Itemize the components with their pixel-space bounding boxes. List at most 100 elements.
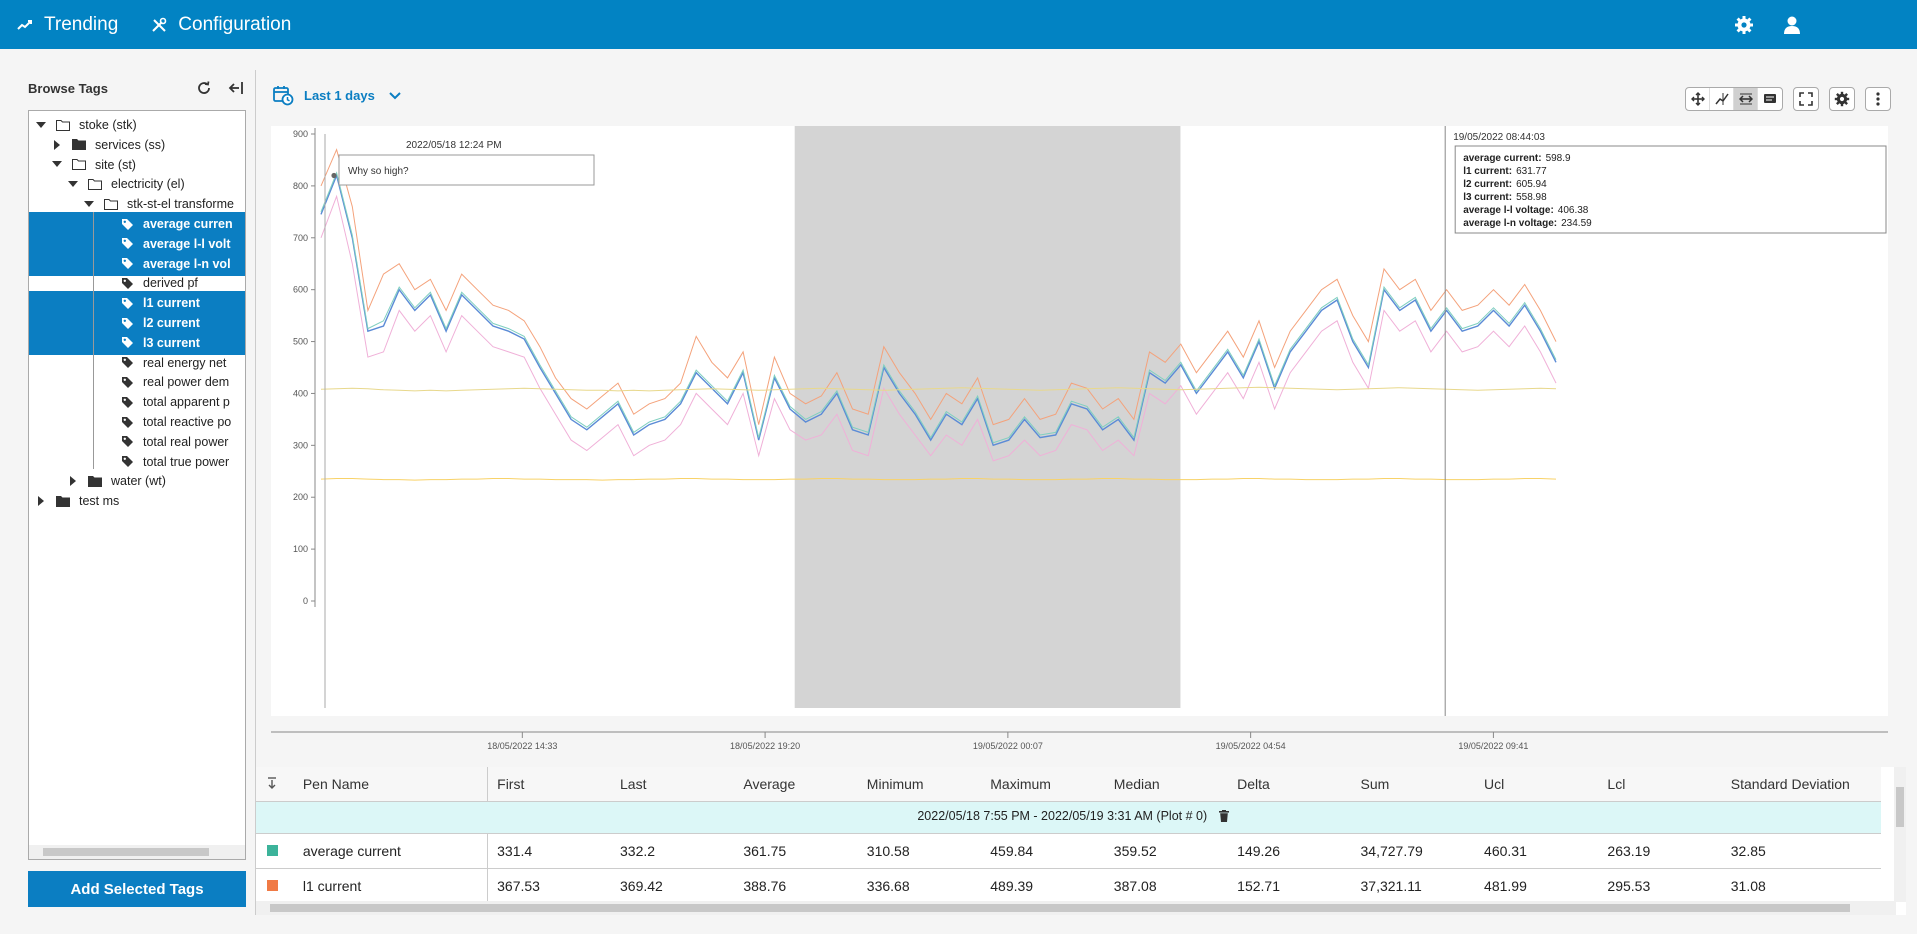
tooltip-value: 406.38 <box>1558 205 1589 216</box>
caret-right-icon[interactable] <box>51 139 63 151</box>
column-header[interactable]: Sum <box>1351 767 1476 802</box>
caret-down-icon[interactable] <box>67 178 79 190</box>
tag-icon <box>119 276 135 290</box>
tooltip-key: average current: <box>1463 153 1541 164</box>
spacer <box>99 357 111 369</box>
fullscreen-icon[interactable] <box>1793 87 1819 111</box>
tree-item[interactable]: total real power <box>29 430 245 454</box>
tag-icon <box>119 336 135 350</box>
comment-icon[interactable] <box>1758 88 1782 110</box>
tooltip-row: l1 current: 631.77 <box>1463 166 1547 177</box>
pen-color-swatch[interactable] <box>267 844 278 856</box>
user-name-placeholder[interactable] <box>1827 20 1887 30</box>
tree-item[interactable]: test ms <box>29 489 245 513</box>
more-options-icon[interactable] <box>1865 87 1891 111</box>
annotation-timestamp: 2022/05/18 12:24 PM <box>406 140 502 151</box>
tooltip-key: average l-l voltage: <box>1463 205 1554 216</box>
tree-item[interactable]: real energy net <box>29 351 245 375</box>
user-icon[interactable] <box>1779 12 1805 38</box>
stat-cell: 459.84 <box>981 833 1105 869</box>
tree-item-label: services (ss) <box>95 137 166 152</box>
y-tick-label: 300 <box>293 440 308 450</box>
table-row[interactable]: average current 331.4 332.2 361.75 310.58 459… <box>256 833 1881 869</box>
caret-down-icon[interactable] <box>35 119 47 131</box>
y-tick-label: 400 <box>293 388 308 398</box>
stat-cell: 388.76 <box>734 868 858 904</box>
table-row[interactable]: l1 current 367.53 369.42 388.76 336.68 489.39… <box>256 868 1881 904</box>
tree-item[interactable]: water (wt) <box>29 469 245 493</box>
tooltip-value: 631.77 <box>1516 166 1547 177</box>
tag-icon <box>119 356 135 370</box>
trash-icon[interactable] <box>1218 810 1229 825</box>
folder-icon <box>55 494 71 508</box>
nav-trending[interactable]: Trending <box>0 0 134 49</box>
tree-item[interactable]: stoke (stk) <box>29 113 245 137</box>
trend-chart[interactable]: 0 100 200 300 400 500 600 700 800 900 2022/05/18 1… <box>271 126 1888 716</box>
collapse-panel-icon[interactable] <box>226 78 246 98</box>
annotation-marker[interactable] <box>331 172 337 179</box>
tag-icon <box>119 257 135 271</box>
cursor-trend-icon[interactable] <box>1710 88 1734 110</box>
tree-item[interactable]: site (st) <box>29 153 245 177</box>
caret-down-icon[interactable] <box>51 159 63 171</box>
annotation-box[interactable] <box>338 154 595 186</box>
column-header[interactable]: Pen Name <box>293 767 489 802</box>
tree-item[interactable]: electricity (el) <box>29 172 245 196</box>
column-header[interactable]: Last <box>611 767 735 802</box>
column-header[interactable]: Ucl <box>1475 767 1599 802</box>
tree-item[interactable]: average l-n vol <box>29 251 245 276</box>
statistics-table-panel: Pen Name First Last Average Minimum Maximum Me… <box>256 767 1906 915</box>
tree-item[interactable]: real power dem <box>29 370 245 394</box>
tree-horizontal-scrollbar[interactable] <box>29 845 245 859</box>
y-tick-label: 0 <box>303 596 308 606</box>
folder-open-icon <box>103 197 119 211</box>
selected-range-shade[interactable] <box>794 126 1181 708</box>
settings-gear-icon[interactable] <box>1731 12 1757 38</box>
panel-divider[interactable] <box>255 70 256 915</box>
pan-icon[interactable] <box>1686 88 1710 110</box>
nav-configuration-label: Configuration <box>178 13 292 35</box>
tree-item-label: l1 current <box>143 296 200 311</box>
x-tick-label: 18/05/2022 14:33 <box>487 741 557 751</box>
table-horizontal-scrollbar[interactable] <box>256 901 1896 915</box>
series-line-3 <box>320 194 1557 462</box>
tree-item[interactable]: total true power <box>29 450 245 474</box>
caret-right-icon[interactable] <box>67 475 79 487</box>
sort-toggle[interactable] <box>256 767 294 802</box>
caret-right-icon[interactable] <box>35 495 47 507</box>
caret-down-icon[interactable] <box>83 198 95 210</box>
tree-item-label: average l-n vol <box>143 256 231 271</box>
nav-configuration[interactable]: Configuration <box>134 0 307 49</box>
tree-item-label: total real power <box>143 434 229 449</box>
tree-item[interactable]: total apparent p <box>29 390 245 414</box>
tree-item[interactable]: services (ss) <box>29 133 245 157</box>
column-header[interactable]: First <box>487 767 611 802</box>
trending-icon <box>16 16 34 34</box>
tree-item[interactable]: derived pf <box>29 271 245 295</box>
column-header[interactable]: Minimum <box>857 767 982 802</box>
column-header[interactable]: Delta <box>1228 767 1352 802</box>
tag-icon <box>119 435 135 449</box>
refresh-icon[interactable] <box>194 78 214 98</box>
tree-item[interactable]: total reactive po <box>29 410 245 434</box>
column-header[interactable]: Standard Deviation <box>1721 767 1881 802</box>
calendar-clock-icon <box>272 84 294 106</box>
table-vertical-scrollbar[interactable] <box>1894 767 1906 902</box>
chart-settings-gear-icon[interactable] <box>1829 87 1855 111</box>
column-header[interactable]: Median <box>1104 767 1229 802</box>
y-tick-label: 600 <box>293 285 308 295</box>
chevron-down-icon <box>389 88 401 103</box>
browse-tags-header: Browse Tags <box>20 70 250 106</box>
tooltip-value: 558.98 <box>1516 192 1547 203</box>
range-select-icon[interactable] <box>1734 88 1758 110</box>
browse-tags-panel: Browse Tags stoke (stk) services (ss) site… <box>20 70 250 915</box>
add-selected-tags-button[interactable]: Add Selected Tags <box>28 871 246 907</box>
pen-color-swatch[interactable] <box>267 879 278 891</box>
column-header[interactable]: Maximum <box>981 767 1105 802</box>
tree-item-label: total reactive po <box>143 415 232 429</box>
time-range-selector[interactable]: Last 1 days <box>272 84 401 106</box>
column-header[interactable]: Lcl <box>1598 767 1722 802</box>
tree-item[interactable]: stk-st-el transforme <box>29 192 245 216</box>
column-header[interactable]: Average <box>734 767 858 802</box>
tree-item[interactable]: l3 current <box>29 330 245 355</box>
